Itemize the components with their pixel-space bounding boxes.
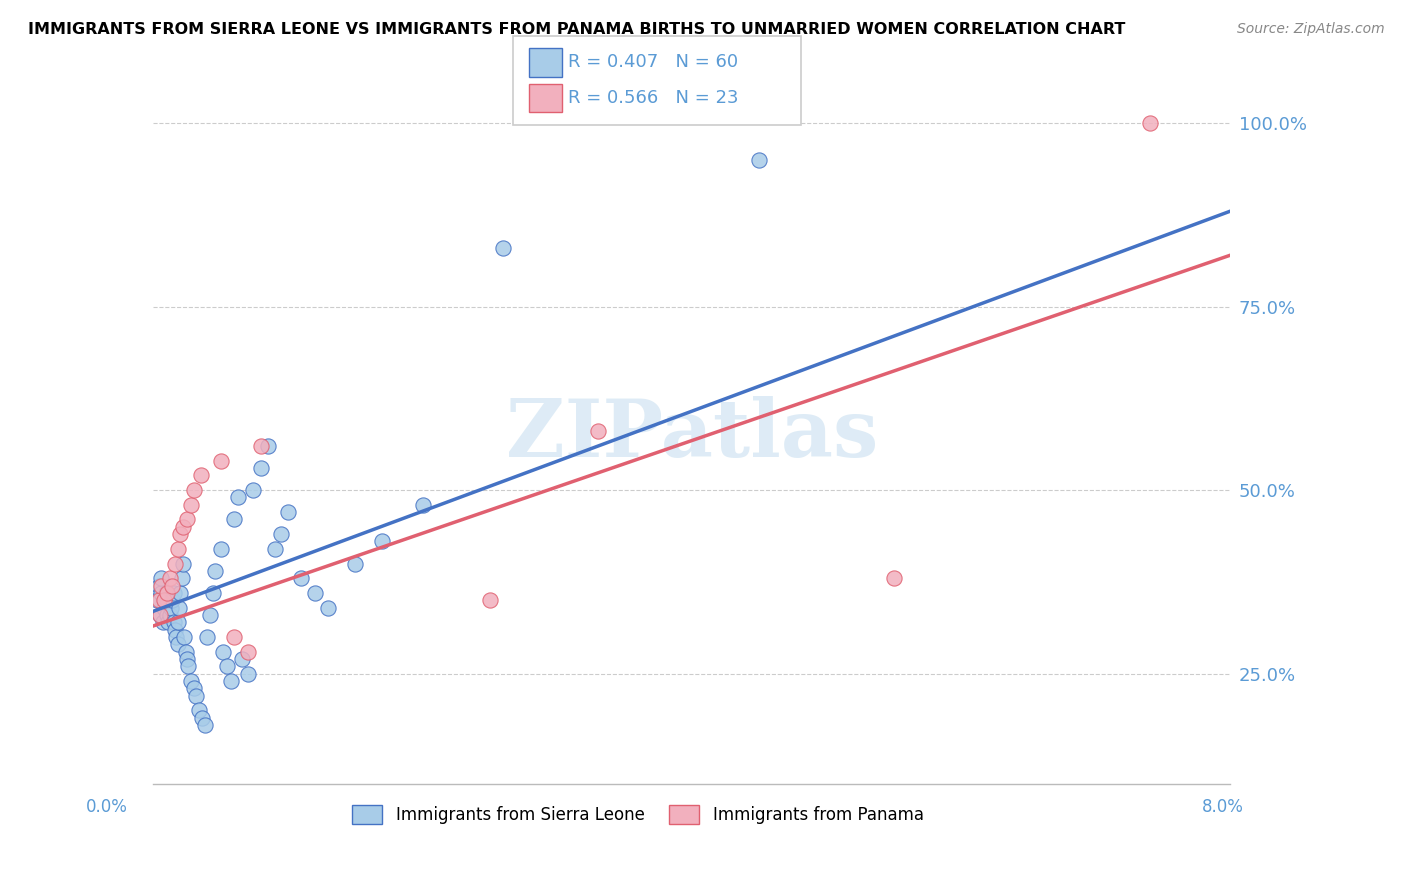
Point — [176, 652, 198, 666]
Point — [242, 483, 264, 497]
Point — [198, 607, 221, 622]
Point — [162, 586, 184, 600]
Point — [156, 593, 179, 607]
Text: 8.0%: 8.0% — [1202, 798, 1244, 816]
Point — [277, 505, 299, 519]
Point — [883, 571, 905, 585]
Point — [166, 541, 188, 556]
Point — [344, 557, 367, 571]
Point — [159, 571, 181, 585]
Point — [149, 607, 172, 622]
Point — [201, 586, 224, 600]
Point — [172, 557, 194, 571]
Point — [169, 527, 191, 541]
Point — [226, 491, 249, 505]
Point — [209, 541, 232, 556]
Point — [163, 557, 186, 571]
Point — [155, 586, 177, 600]
Point — [177, 659, 200, 673]
Point — [156, 607, 179, 622]
Legend: Immigrants from Sierra Leone, Immigrants from Panama: Immigrants from Sierra Leone, Immigrants… — [353, 805, 924, 824]
Point — [183, 483, 205, 497]
Point — [169, 586, 191, 600]
Point — [148, 578, 170, 592]
Point — [173, 630, 195, 644]
Point — [157, 615, 180, 630]
Point — [150, 571, 173, 585]
Point — [152, 615, 174, 630]
Text: R = 0.407   N = 60: R = 0.407 N = 60 — [568, 54, 738, 71]
Point — [163, 623, 186, 637]
Point — [236, 666, 259, 681]
Point — [204, 564, 226, 578]
Point — [586, 425, 609, 439]
Point — [170, 571, 193, 585]
Point — [209, 454, 232, 468]
Point — [166, 615, 188, 630]
Point — [156, 586, 179, 600]
Point — [492, 241, 515, 255]
Point — [180, 673, 202, 688]
Point — [263, 541, 285, 556]
Point — [412, 498, 434, 512]
Point — [190, 468, 212, 483]
Point — [188, 703, 211, 717]
Point — [162, 578, 184, 592]
Point — [231, 652, 253, 666]
Point — [153, 600, 176, 615]
Point — [221, 673, 243, 688]
Point — [146, 593, 169, 607]
Point — [224, 630, 246, 644]
Text: IMMIGRANTS FROM SIERRA LEONE VS IMMIGRANTS FROM PANAMA BIRTHS TO UNMARRIED WOMEN: IMMIGRANTS FROM SIERRA LEONE VS IMMIGRAN… — [28, 22, 1125, 37]
Point — [212, 644, 235, 658]
Point — [193, 718, 215, 732]
Point — [183, 681, 205, 696]
Text: ZIPatlas: ZIPatlas — [506, 396, 877, 474]
Point — [176, 512, 198, 526]
Point — [256, 439, 278, 453]
Point — [371, 534, 394, 549]
Point — [172, 520, 194, 534]
Point — [162, 593, 184, 607]
Point — [236, 644, 259, 658]
Point — [180, 498, 202, 512]
Point — [217, 659, 239, 673]
Point — [165, 630, 187, 644]
Point — [191, 711, 214, 725]
Point — [478, 593, 501, 607]
Text: R = 0.566   N = 23: R = 0.566 N = 23 — [568, 89, 738, 107]
Text: 0.0%: 0.0% — [86, 798, 128, 816]
Point — [149, 607, 172, 622]
Point — [167, 600, 190, 615]
Point — [159, 607, 181, 622]
Point — [250, 461, 273, 475]
Point — [150, 578, 173, 592]
Point — [160, 600, 183, 615]
Point — [162, 615, 184, 630]
Point — [318, 600, 340, 615]
Point — [748, 153, 770, 167]
Point — [174, 644, 197, 658]
Point — [224, 512, 246, 526]
Point — [186, 689, 208, 703]
Point — [290, 571, 312, 585]
Point — [250, 439, 273, 453]
Point — [304, 586, 326, 600]
Text: Source: ZipAtlas.com: Source: ZipAtlas.com — [1237, 22, 1385, 37]
Point — [153, 593, 176, 607]
Point — [270, 527, 292, 541]
Point — [150, 586, 173, 600]
Point — [166, 637, 188, 651]
Point — [1139, 116, 1161, 130]
Point — [148, 593, 170, 607]
Point — [195, 630, 218, 644]
